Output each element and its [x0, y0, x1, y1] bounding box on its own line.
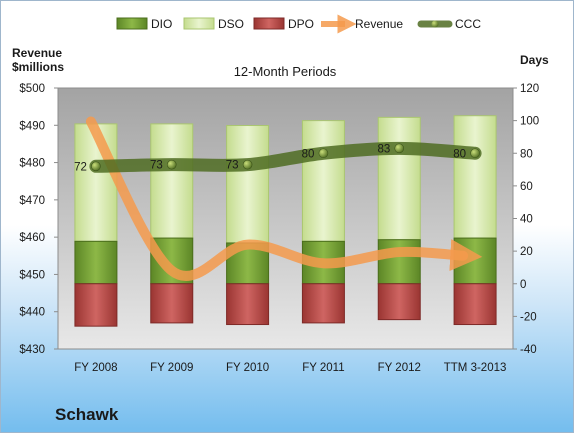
bar-dpo: [453, 283, 497, 326]
bar-dso: [301, 120, 345, 242]
bar-dio: [453, 237, 497, 285]
x-tick-label: FY 2008: [74, 362, 117, 374]
legend-label-ccc: CCC: [455, 17, 481, 31]
ccc-point: [318, 148, 329, 159]
legend-swatch-dio: [116, 17, 148, 30]
legend-label-dso: DSO: [218, 17, 244, 31]
y-left-tick-label: $490: [19, 120, 45, 132]
ccc-data-label: 80: [302, 148, 315, 160]
ccc-line: [89, 141, 482, 173]
y-axis-left-label-line2: $millions: [12, 60, 64, 74]
bar-dio: [377, 239, 421, 285]
bar-dpo: [74, 283, 118, 327]
y-right-tick-label: 40: [520, 214, 533, 226]
y-right-tick-label: 60: [520, 181, 533, 193]
ccc-data-label: 73: [226, 160, 239, 172]
bar-dpo: [301, 283, 345, 324]
y-right-tick-label: 20: [520, 246, 533, 258]
ccc-data-label: 83: [377, 143, 390, 155]
y-left-tick-label: $460: [19, 232, 45, 244]
ccc-point: [166, 159, 177, 170]
revenue-line: [85, 116, 483, 281]
y-left-tick-label: $480: [19, 158, 45, 170]
legend-label-dio: DIO: [151, 17, 172, 31]
legend-swatch-ccc-dot: [431, 20, 439, 28]
y-right-tick-label: 120: [520, 83, 539, 95]
plot-area: [58, 88, 513, 349]
y-axis-left-label-line1: Revenue: [12, 46, 62, 60]
ccc-point: [242, 159, 253, 170]
y-left-tick-label: $500: [19, 83, 45, 95]
x-tick-label: FY 2009: [150, 362, 193, 374]
x-tick-label: FY 2010: [226, 362, 269, 374]
legend-label-revenue: Revenue: [355, 17, 403, 31]
y-left-tick-label: $450: [19, 269, 45, 281]
y-axis-right-label: Days: [520, 53, 549, 67]
ccc-data-label: 80: [453, 148, 466, 160]
x-tick-label: FY 2012: [378, 362, 421, 374]
y-left-tick-label: $440: [19, 307, 45, 319]
bar-dso: [150, 123, 194, 239]
bar-dpo: [150, 283, 194, 324]
ccc-point: [91, 161, 101, 172]
y-left-tick-label: $470: [19, 195, 45, 207]
company-name: Schawk: [55, 405, 119, 424]
ccc-point: [394, 143, 405, 154]
y-right-tick-label: -40: [520, 344, 537, 356]
bar-dso: [453, 115, 497, 239]
y-left-tick-label: $430: [19, 344, 45, 356]
bar-dio: [74, 240, 118, 285]
bar-dpo: [377, 283, 421, 321]
ccc-data-label: 72: [74, 161, 87, 173]
legend-label-dpo: DPO: [288, 17, 314, 31]
bar-dso: [377, 116, 421, 241]
ccc-point: [470, 148, 480, 159]
y-right-tick-label: 80: [520, 148, 533, 160]
x-tick-label: TTM 3-2013: [444, 362, 507, 374]
chart-title: 12-Month Periods: [234, 64, 337, 79]
x-tick-label: FY 2011: [302, 362, 344, 374]
ccc-data-label: 73: [150, 160, 163, 172]
bar-dpo: [226, 283, 270, 326]
y-right-tick-label: 0: [520, 279, 526, 291]
y-right-tick-label: 100: [520, 116, 539, 128]
legend-swatch-dpo: [253, 17, 285, 30]
y-right-tick-label: -20: [520, 311, 537, 323]
legend-swatch-dso: [183, 17, 215, 30]
bar-dso: [226, 125, 270, 244]
